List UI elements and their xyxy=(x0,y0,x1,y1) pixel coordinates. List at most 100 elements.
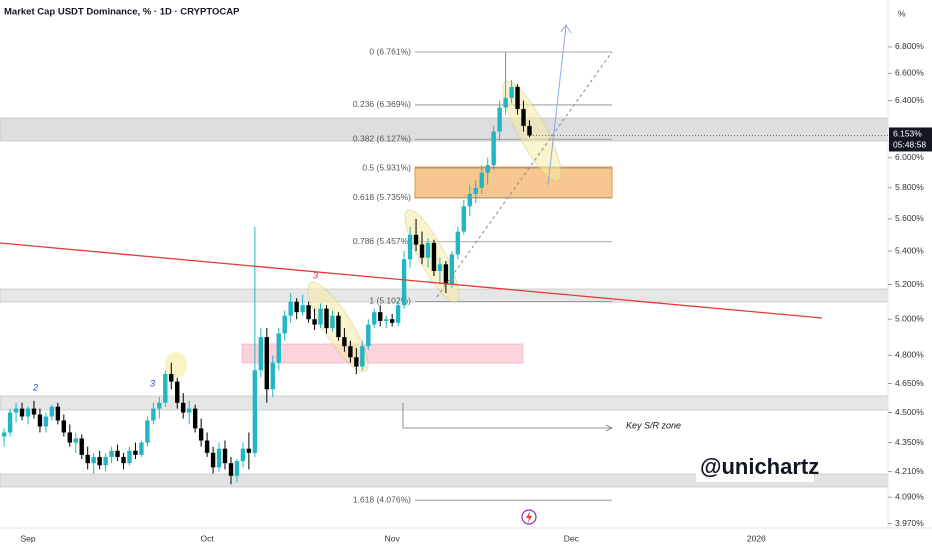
candle-body xyxy=(407,234,413,260)
candle-body xyxy=(467,193,472,207)
arrow-head xyxy=(560,24,572,34)
candle-body xyxy=(115,450,120,457)
event-icon-bolt xyxy=(526,511,532,523)
y-tick-label: 5.000% xyxy=(895,313,924,323)
candle-body xyxy=(270,362,275,390)
candle-body xyxy=(515,86,520,109)
y-tick-label: 6.000% xyxy=(895,152,924,162)
candle-body xyxy=(246,448,252,453)
candle-body xyxy=(49,406,55,417)
zone-label: Key S/R zone xyxy=(626,420,681,430)
candle-body xyxy=(288,301,293,316)
candle-body xyxy=(181,402,186,413)
x-tick-label: Nov xyxy=(385,533,401,543)
zone-arrow xyxy=(402,403,612,429)
candle-body xyxy=(449,254,455,285)
x-tick-label: Oct xyxy=(200,533,214,543)
y-tick-label: 6.400% xyxy=(895,95,924,105)
candle-body xyxy=(222,448,228,464)
pink-zone xyxy=(241,343,524,364)
candle-body xyxy=(43,416,49,427)
y-tick-label: 4.800% xyxy=(895,350,924,360)
candle-body xyxy=(509,86,514,98)
candle-body xyxy=(348,346,353,358)
highlight xyxy=(165,352,187,378)
candle-body xyxy=(431,242,437,271)
candle-body xyxy=(103,456,108,466)
candle-body xyxy=(342,337,347,347)
x-tick-label: Dec xyxy=(564,533,580,543)
candle-body xyxy=(336,315,341,338)
candle-body xyxy=(216,448,222,468)
candle-body xyxy=(186,408,192,413)
candle-body xyxy=(479,172,484,188)
sr-zone xyxy=(0,117,889,142)
candle-body xyxy=(276,333,281,363)
candle-body xyxy=(294,301,299,313)
fib-label: 1 (5.102%) xyxy=(369,296,411,306)
candle-body xyxy=(354,357,359,367)
candle-body xyxy=(192,408,198,429)
y-tick-label: 3.970% xyxy=(895,518,924,528)
wave-label: 2 xyxy=(32,382,38,392)
candle-body xyxy=(252,370,258,453)
candle-body xyxy=(67,432,72,443)
candle-body xyxy=(169,374,174,382)
candle-body xyxy=(109,450,114,457)
last-price-label: 6.153% xyxy=(893,129,922,139)
candle-body xyxy=(133,450,138,455)
candle-body xyxy=(401,259,407,306)
countdown: 05:48:58 xyxy=(893,140,926,150)
candle-body xyxy=(258,337,264,371)
y-tick-label: 4.650% xyxy=(895,378,924,388)
watermark: @unichartz xyxy=(700,454,819,479)
candle-body xyxy=(306,305,311,320)
chart-title: Market Cap USDT Dominance, % · 1D · CRYP… xyxy=(4,7,240,18)
trend-line xyxy=(0,242,823,319)
candle-body xyxy=(395,305,401,323)
candle-body xyxy=(19,408,25,417)
demand-zone xyxy=(414,166,613,199)
candle-body xyxy=(425,242,431,258)
candle-body xyxy=(210,452,216,468)
candle-body xyxy=(1,432,7,437)
candle-body xyxy=(384,319,389,322)
candle-body xyxy=(228,463,234,476)
candle-body xyxy=(31,408,37,415)
arrow-head xyxy=(605,424,613,432)
y-tick-label: 6.600% xyxy=(895,68,924,78)
candle-body xyxy=(121,456,126,464)
candle-body xyxy=(175,381,180,403)
candle-body xyxy=(264,337,269,390)
candle-body xyxy=(145,420,150,443)
axis-unit: % xyxy=(898,8,906,18)
candle-body xyxy=(7,412,13,433)
candle-body xyxy=(389,319,395,323)
candle-body xyxy=(282,315,287,334)
y-tick-label: 4.500% xyxy=(895,407,924,417)
candle-body xyxy=(491,131,496,166)
fib-label: 0.382 (6.127%) xyxy=(353,133,411,143)
candle-body xyxy=(151,408,156,421)
candle-body xyxy=(443,264,449,285)
candle-body xyxy=(455,231,461,255)
fib-label: 0 (6.761%) xyxy=(369,46,411,56)
y-tick-label: 5.400% xyxy=(895,245,924,255)
y-tick-label: 4.350% xyxy=(895,437,924,447)
candle-body xyxy=(13,408,19,413)
candle-body xyxy=(139,442,144,455)
candle-body xyxy=(330,315,335,329)
candle-body xyxy=(527,125,532,136)
wave-label: 3 xyxy=(150,378,155,388)
x-tick-label: Sep xyxy=(20,533,35,543)
candle-body xyxy=(413,234,419,245)
candle-body xyxy=(485,165,490,173)
candle-body xyxy=(25,408,31,417)
candle-body xyxy=(79,438,84,455)
candle-body xyxy=(437,264,443,271)
candle-body xyxy=(503,97,508,108)
candle-body xyxy=(366,324,371,347)
candle-body xyxy=(85,454,90,464)
projection-arrow xyxy=(547,25,567,186)
